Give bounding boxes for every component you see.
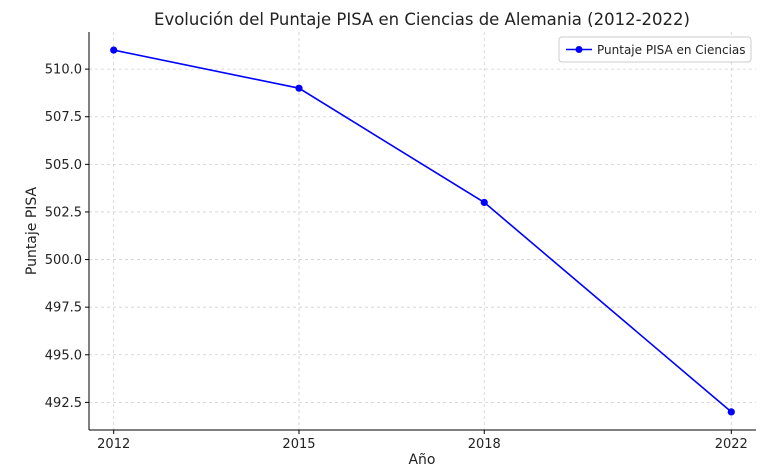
legend: Puntaje PISA en Ciencias	[558, 36, 752, 63]
axes	[88, 32, 756, 431]
legend-marker	[575, 46, 583, 53]
x-tick-label: 2015	[282, 437, 315, 452]
y-tick-label: 497.5	[45, 301, 82, 316]
legend-label: Puntaje PISA en Ciencias	[597, 43, 746, 57]
data-point	[295, 84, 303, 92]
y-tick-label: 505.0	[45, 158, 82, 173]
series-line	[113, 49, 732, 413]
grid	[89, 32, 756, 430]
series	[110, 46, 735, 416]
data-point	[110, 46, 118, 54]
y-tick-label: 507.5	[45, 110, 82, 125]
x-tick-label: 2018	[468, 437, 501, 452]
y-tick-label: 500.0	[45, 253, 82, 268]
data-point	[727, 408, 735, 416]
legend-box	[558, 36, 752, 63]
y-tick-label: 502.5	[45, 205, 82, 220]
y-tick-label: 492.5	[45, 396, 82, 411]
x-tick-label: 2012	[97, 437, 130, 452]
x-axis-title: Año	[408, 452, 435, 468]
data-point	[480, 198, 488, 207]
chart-title: Evolución del Puntaje PISA en Ciencias d…	[154, 10, 690, 29]
y-axis-title: Puntaje PISA	[24, 186, 40, 275]
x-tick-label: 2022	[715, 437, 748, 452]
y-tick-label: 510.0	[45, 63, 82, 78]
y-tick-label: 495.0	[45, 348, 82, 363]
ticks: 2012 2015 2018 2022 492.5 495.0 497.5 500.0 502.…	[45, 63, 748, 452]
